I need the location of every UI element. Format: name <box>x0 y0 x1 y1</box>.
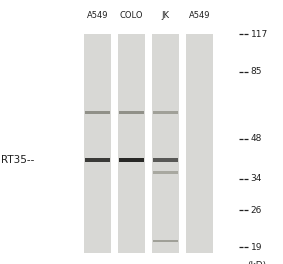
Bar <box>153 171 178 174</box>
Bar <box>153 111 178 114</box>
Bar <box>153 240 178 242</box>
Text: 117: 117 <box>250 30 268 39</box>
Text: (kD): (kD) <box>248 261 267 264</box>
Text: COLO: COLO <box>120 11 143 20</box>
Text: A549: A549 <box>87 11 108 20</box>
Bar <box>153 158 178 162</box>
Bar <box>119 111 144 114</box>
Text: 19: 19 <box>250 243 262 252</box>
Text: 48: 48 <box>250 134 262 143</box>
Text: A549: A549 <box>189 11 210 20</box>
Text: JK: JK <box>162 11 170 20</box>
Text: 26: 26 <box>250 206 262 215</box>
Bar <box>84 34 111 253</box>
Bar <box>118 34 145 253</box>
Bar <box>85 111 110 114</box>
Text: 34: 34 <box>250 175 262 183</box>
Text: 85: 85 <box>250 67 262 76</box>
Bar <box>152 34 179 253</box>
Bar <box>186 34 213 253</box>
Text: RT35--: RT35-- <box>1 155 35 165</box>
Bar <box>119 158 144 162</box>
Bar <box>85 158 110 162</box>
